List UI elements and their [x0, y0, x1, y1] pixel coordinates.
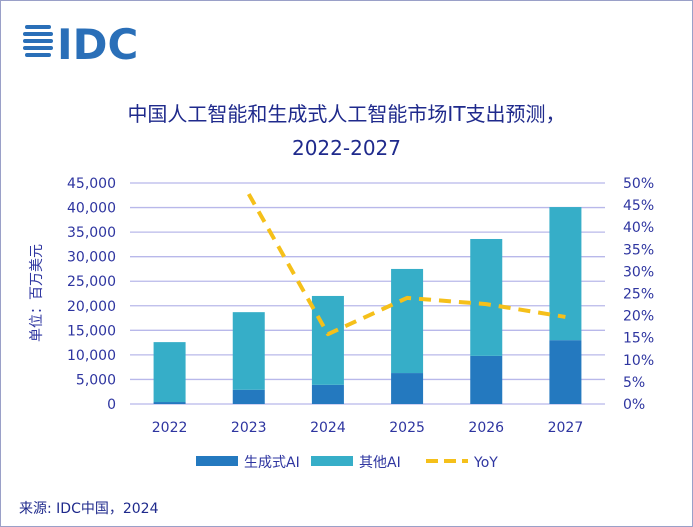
bar-2027-生成式AI [549, 340, 582, 404]
idc-logo: IDC [23, 20, 138, 67]
svg-text:IDC: IDC [57, 20, 138, 67]
y2-tick-label: 10% [623, 353, 654, 369]
y2-tick-label: 20% [623, 309, 654, 325]
y2-tick-label: 50% [623, 176, 654, 192]
y-tick-label: 10,000 [67, 348, 116, 364]
x-tick-label: 2023 [231, 420, 267, 436]
bar-2025-生成式AI [391, 373, 424, 404]
y2-tick-label: 35% [623, 242, 654, 258]
y-tick-label: 15,000 [67, 323, 116, 339]
bar-2023-其他AI [232, 312, 265, 390]
x-tick-label: 2027 [548, 420, 584, 436]
y-tick-label: 5,000 [76, 372, 116, 388]
legend-label: 其他AI [359, 455, 401, 471]
legend-swatch-其他AI [311, 456, 353, 466]
bar-2023-生成式AI [232, 389, 265, 404]
bar-2025-其他AI [391, 268, 424, 374]
y-tick-label: 35,000 [67, 225, 116, 241]
y-tick-label: 20,000 [67, 299, 116, 315]
source-note: 来源: IDC中国，2024 [19, 501, 159, 517]
y-axis-label: 单位：百万美元 [29, 244, 45, 342]
y2-tick-label: 0% [623, 397, 645, 413]
y2-tick-label: 25% [623, 287, 654, 303]
x-tick-label: 2022 [152, 420, 188, 436]
chart-title: 中国人工智能和生成式人工智能市场IT支出预测， 2022-2027 [1, 97, 692, 165]
bar-2022-生成式AI [153, 402, 186, 404]
y2-tick-label: 30% [623, 264, 654, 280]
y-tick-label: 0 [107, 397, 116, 413]
title-line-2: 2022-2027 [291, 136, 401, 160]
x-tick-label: 2026 [468, 420, 504, 436]
x-tick-label: 2025 [389, 420, 425, 436]
bar-2024-生成式AI [311, 384, 344, 404]
bar-2026-生成式AI [470, 355, 503, 404]
y-tick-label: 25,000 [67, 274, 116, 290]
legend-swatch-生成式AI [196, 456, 238, 466]
y-tick-label: 45,000 [67, 176, 116, 192]
y-tick-label: 30,000 [67, 250, 116, 266]
chart-plot: 0 5,000 10,000 15,000 20,000 25,000 30,000 35,0… [29, 176, 654, 471]
legend-label: 生成式AI [244, 455, 300, 471]
bar-2026-其他AI [470, 238, 503, 356]
y-tick-label: 40,000 [67, 201, 116, 217]
y2-tick-label: 40% [623, 220, 654, 236]
title-line-1: 中国人工智能和生成式人工智能市场IT支出预测， [127, 102, 566, 126]
y2-tick-label: 45% [623, 198, 654, 214]
y2-tick-label: 5% [623, 375, 645, 391]
bar-2022-其他AI [153, 342, 186, 403]
y2-tick-label: 15% [623, 331, 654, 347]
bar-2024-其他AI [311, 295, 344, 385]
bar-2027-其他AI [549, 207, 582, 341]
legend-label: YoY [473, 455, 498, 471]
x-tick-label: 2024 [310, 420, 346, 436]
